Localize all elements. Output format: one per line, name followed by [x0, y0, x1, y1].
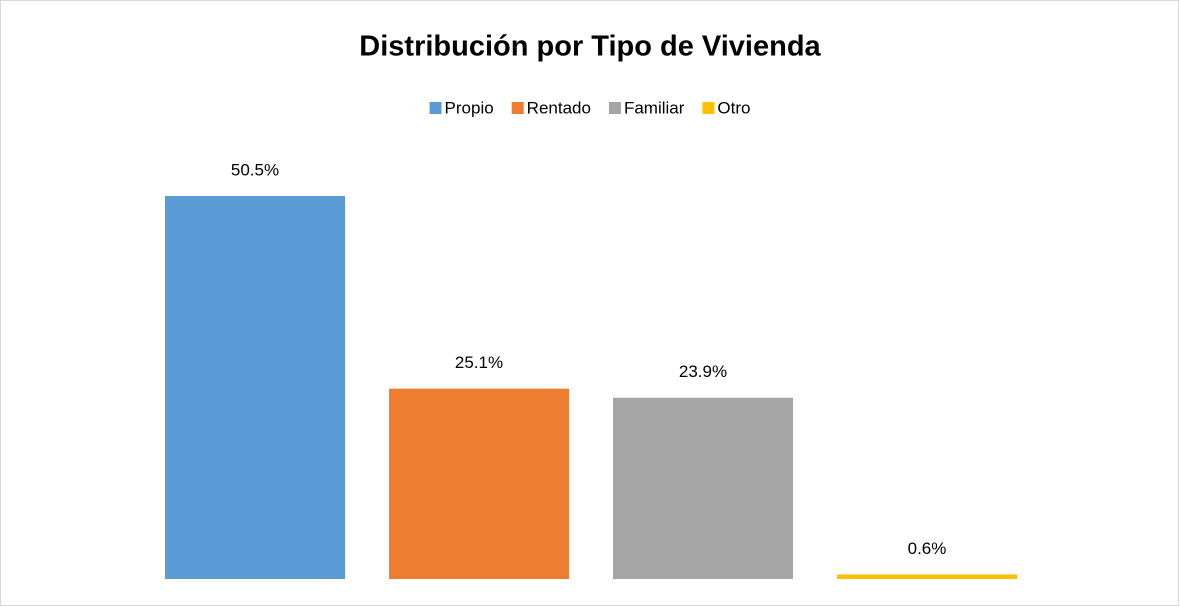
legend-swatch — [429, 102, 442, 114]
legend-swatch — [608, 102, 621, 114]
bar — [837, 574, 1017, 579]
value-label: 0.6% — [908, 539, 947, 558]
chart-title: Distribución por Tipo de Vivienda — [359, 31, 821, 63]
value-label: 25.1% — [455, 353, 503, 372]
legend-swatch — [511, 102, 524, 114]
value-label: 23.9% — [679, 362, 727, 381]
bar — [389, 388, 569, 579]
value-label: 50.5% — [231, 160, 279, 179]
legend-swatch — [702, 102, 715, 114]
legend-text: Familiar — [624, 98, 685, 117]
legend: Propio Rentado Familiar Otro — [429, 98, 750, 117]
legend-text: Otro — [717, 98, 750, 117]
legend-text: Rentado — [527, 98, 591, 117]
legend-text: Propio — [445, 98, 494, 117]
bar — [165, 196, 345, 579]
bar — [613, 397, 793, 579]
